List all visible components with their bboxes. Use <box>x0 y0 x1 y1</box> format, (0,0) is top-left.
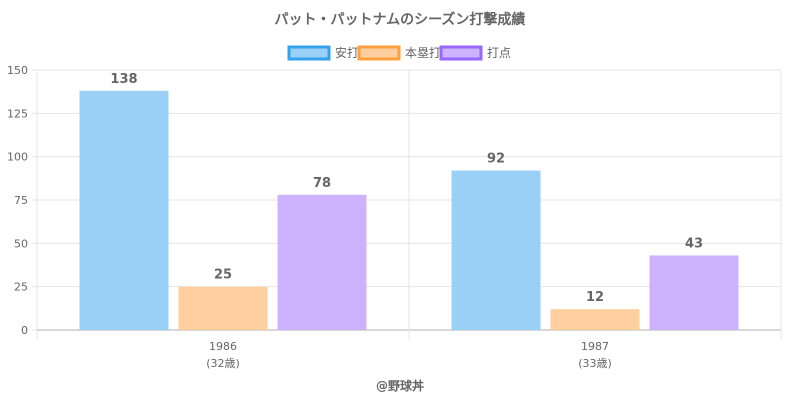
legend-swatch-1 <box>287 45 331 61</box>
bar-value-label: 43 <box>685 236 703 251</box>
x-tick-label: 1986 <box>209 340 237 353</box>
chart-legend: 安打 本塁打 打点 <box>287 45 511 61</box>
y-tick-label: 100 <box>7 151 28 164</box>
legend-label-3: 打点 <box>487 46 511 60</box>
y-tick-label: 150 <box>7 64 28 77</box>
bar-value-label: 25 <box>214 268 232 283</box>
y-tick-label: 0 <box>21 324 28 337</box>
y-tick-label: 50 <box>14 237 28 250</box>
bar-1986-1 <box>79 90 169 330</box>
x-axis-ticks: 1986 (32歳) 1987 (33歳) <box>206 340 612 370</box>
bar-1986-2 <box>178 286 268 330</box>
bar-1987-2 <box>550 309 640 330</box>
y-tick-label: 75 <box>14 194 28 207</box>
x-tick-label: 1987 <box>581 340 609 353</box>
legend-label-2: 本塁打 <box>405 46 441 60</box>
x-tick-sublabel: (33歳) <box>578 357 612 370</box>
legend-label-1: 安打 <box>335 45 359 60</box>
bar-value-label: 138 <box>110 72 137 87</box>
legend-swatch-2 <box>357 45 401 61</box>
legend-swatch-3 <box>439 45 483 61</box>
bar-value-label: 92 <box>487 152 505 167</box>
chart-title: パット・パットナムのシーズン打撃成績 <box>275 11 526 28</box>
x-tick-sublabel: (32歳) <box>206 357 240 370</box>
chart-bars: 138 25 78 92 12 43 <box>79 72 739 330</box>
bar-1987-3 <box>649 255 739 330</box>
y-tick-label: 125 <box>7 107 28 120</box>
bar-1986-3 <box>277 194 367 330</box>
bar-1987-1 <box>451 170 541 330</box>
y-tick-label: 25 <box>14 281 28 294</box>
chart-credit: @野球丼 <box>376 378 424 393</box>
bar-value-label: 78 <box>313 176 331 191</box>
bar-value-label: 12 <box>586 290 604 305</box>
